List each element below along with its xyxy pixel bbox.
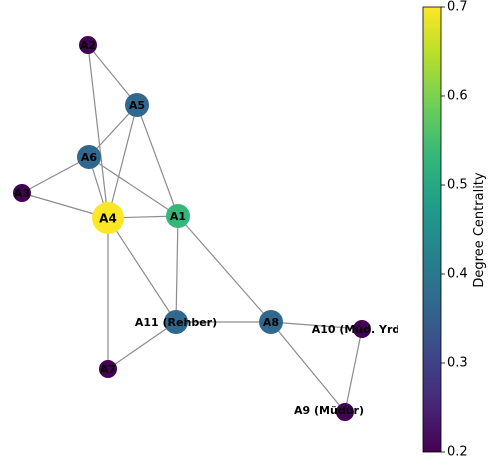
node-label-a3: A3 [14,187,30,200]
edge-a6-a3 [21,156,90,194]
node-a5 [125,93,149,117]
node-label-a2: A2 [80,39,96,52]
node-a4 [92,202,124,234]
edge-layer [21,44,363,413]
node-a7 [99,360,117,378]
colorbar-title: Degree Centrality [472,172,487,287]
edge-a8-a10 [270,321,363,330]
edge-a2-a4 [87,44,109,219]
edge-a11-a7 [107,321,177,370]
node-label-a9: A9 (Müdür) [294,404,364,417]
node-layer: A2 A5 A6 A3 A4 A1 A11 (Rehber) A8 A10 (Müd. Yrd A… [13,36,401,421]
node-a2 [79,36,97,54]
colorbar-tick-label: 0.4 [447,267,468,282]
edge-a5-a4 [107,104,138,219]
edge-a1-a8 [177,215,272,323]
edge-a2-a5 [87,44,138,106]
colorbar-ticks: 0.2 0.3 0.4 0.5 0.6 0.7 [441,0,468,460]
node-a6 [77,145,101,169]
node-label-a6: A6 [81,151,98,164]
node-label-a8: A8 [263,316,279,329]
edge-a10-a9 [344,328,363,413]
colorbar-gradient [422,6,442,453]
node-label-a10: A10 (Müd. Yrd [312,323,401,336]
node-label-a5: A5 [129,99,145,112]
node-label-a11: A11 (Rehber) [135,316,217,329]
colorbar-tick-label: 0.7 [447,0,468,15]
colorbar: 0.2 0.3 0.4 0.5 0.6 0.7 Degree Centrality [422,0,487,460]
edge-a6-a1 [88,156,179,217]
edge-a4-a11 [107,217,177,323]
node-a3 [13,184,31,202]
node-a1 [166,204,190,228]
colorbar-tick-label: 0.3 [447,356,468,371]
node-a11 [164,310,188,334]
colorbar-tick-label: 0.6 [447,89,468,104]
node-a9 [336,403,354,421]
edge-a1-a11 [175,215,179,323]
edge-a8-a9 [270,321,346,413]
colorbar-tick-label: 0.5 [447,178,468,193]
edge-a5-a1 [136,104,179,217]
node-label-a4: A4 [99,212,117,226]
node-a10 [353,320,371,338]
colorbar-tick-label: 0.2 [447,445,468,460]
node-label-a1: A1 [170,210,186,223]
node-label-a7: A7 [100,363,116,376]
node-a8 [259,310,283,334]
